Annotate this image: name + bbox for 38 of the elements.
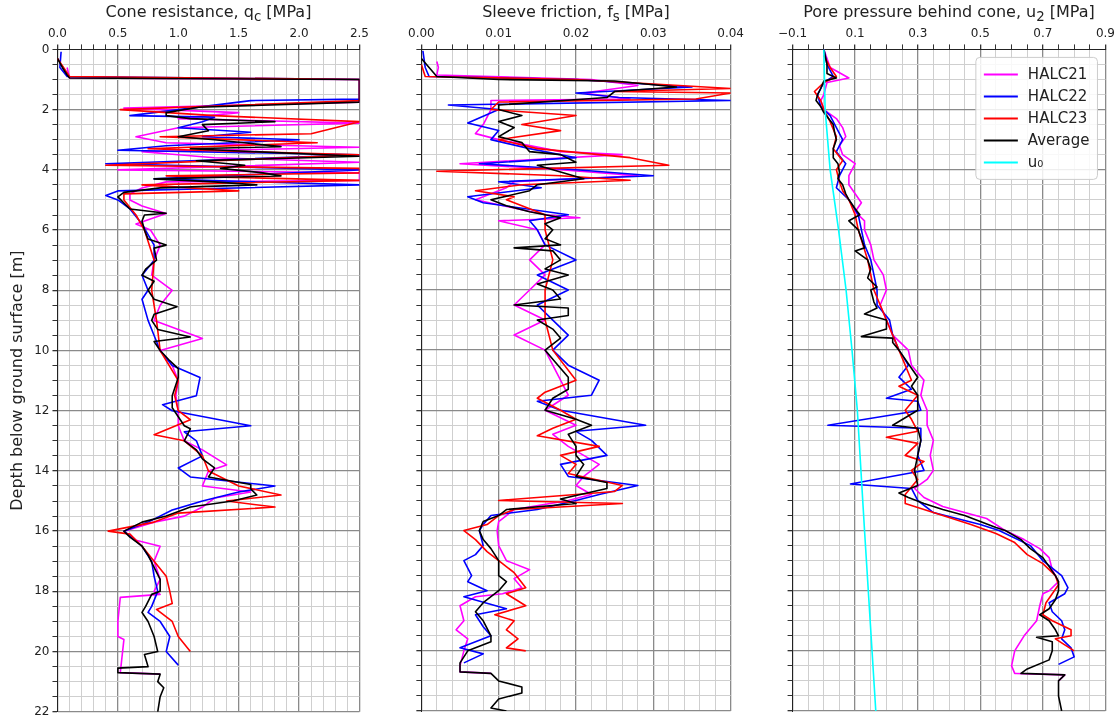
y-tick-label: 22 xyxy=(34,703,50,718)
x-tick-label: 0.5 xyxy=(108,26,128,41)
x-tick-label: 0.04 xyxy=(717,26,744,41)
x-tick-label: 0.5 xyxy=(970,26,990,41)
x-tick-label: 0.1 xyxy=(845,26,865,41)
x-tick-label: 0.02 xyxy=(562,26,590,41)
y-axis-title: Depth below ground surface [m] xyxy=(6,250,26,511)
legend-label: HALC23 xyxy=(1027,109,1088,128)
legend-label: HALC21 xyxy=(1027,65,1088,84)
x-tick-label: 0.03 xyxy=(639,26,667,41)
y-tick-label: 6 xyxy=(41,222,50,237)
y-tick-label: 4 xyxy=(41,161,50,176)
x-tick-label: 0.9 xyxy=(1095,26,1115,41)
legend-label: HALC22 xyxy=(1027,87,1088,106)
x-tick-label: 2.0 xyxy=(289,26,309,41)
x-axis-title: Sleeve friction, f$_{s}$ [MPa] xyxy=(482,2,670,25)
x-tick-label: 1.5 xyxy=(229,26,249,41)
x-tick-label: −0.1 xyxy=(778,26,808,41)
x-tick-label: 0.00 xyxy=(408,26,435,41)
y-tick-label: 8 xyxy=(41,282,50,297)
y-tick-label: 10 xyxy=(34,342,50,357)
x-tick-label: 1.0 xyxy=(168,26,188,41)
x-tick-label: 2.5 xyxy=(349,26,369,41)
x-tick-label: 0.7 xyxy=(1033,26,1053,41)
y-tick-label: 0 xyxy=(41,41,50,56)
x-tick-label: 0.3 xyxy=(908,26,928,41)
y-tick-label: 14 xyxy=(34,463,50,478)
y-tick-label: 20 xyxy=(34,643,50,658)
y-tick-label: 18 xyxy=(34,583,50,598)
x-axis-title: Cone resistance, q$_{c}$ [MPa] xyxy=(105,2,312,25)
x-tick-label: 0.0 xyxy=(47,26,68,41)
y-tick-label: 16 xyxy=(34,523,50,538)
x-tick-label: 0.01 xyxy=(485,26,513,41)
legend-label: Average xyxy=(1027,131,1090,150)
x-axis-title: Pore pressure behind cone, u$_{2}$ [MPa] xyxy=(803,2,1095,25)
legend-label: u₀ xyxy=(1027,153,1044,172)
y-tick-label: 12 xyxy=(34,402,50,417)
y-tick-label: 2 xyxy=(41,101,50,116)
